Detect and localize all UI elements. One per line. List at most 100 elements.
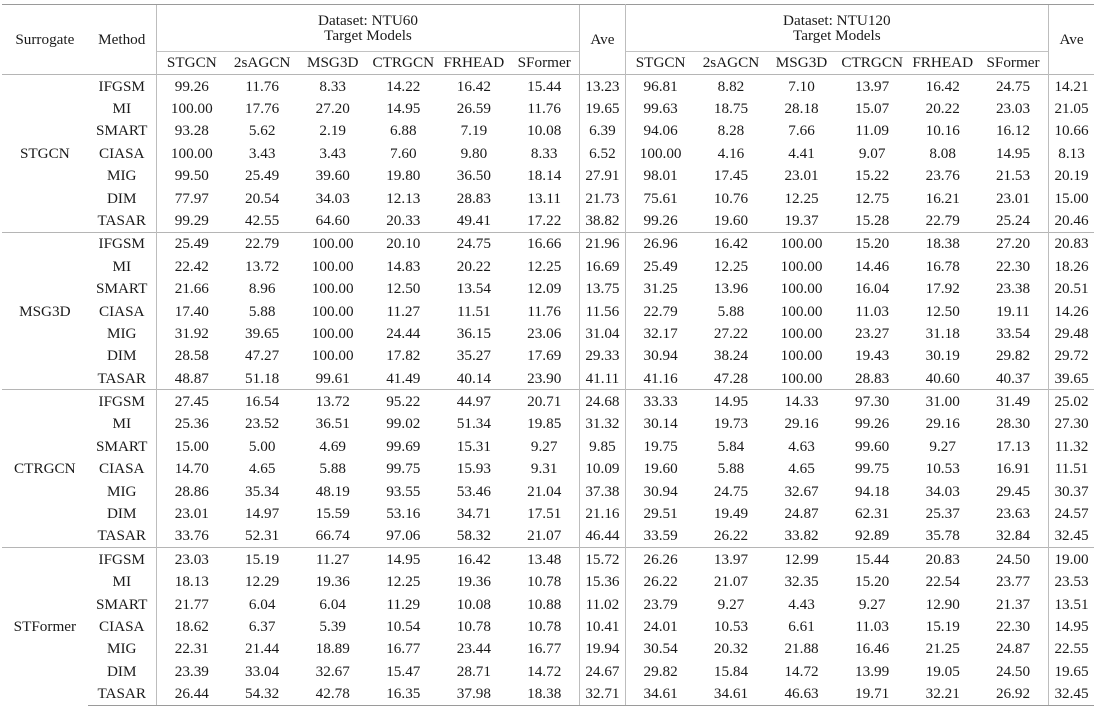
cell-ntu120-stgcn: 26.96 (625, 231, 696, 256)
cell-ntu120-ave: 19.65 (1054, 662, 1089, 680)
cell-ntu120-sformer: 27.20 (977, 231, 1050, 256)
cell-ntu60-msg3d: 5.39 (319, 617, 346, 635)
method-label: MI (112, 257, 132, 275)
cell-ntu60-frhead: 40.14 (456, 369, 491, 387)
method-label: IFGSM (87, 389, 157, 413)
cell-ntu120-2sagcn: 4.16 (717, 144, 745, 162)
cell-ntu60-sformer: 16.66 (509, 231, 580, 256)
cell-ntu120-ave: 29.48 (1054, 324, 1089, 342)
cell-ntu120-stgcn: 33.59 (643, 527, 678, 545)
method-label: CIASA (98, 144, 145, 162)
cell-ntu120-msg3d: 32.67 (784, 482, 819, 500)
cell-ntu60-frhead: 15.93 (456, 460, 491, 478)
cell-ntu60-frhead: 10.08 (456, 595, 491, 613)
cell-ntu60-ctrgcn: 15.47 (386, 662, 421, 680)
cell-ntu60-ave: 19.94 (579, 637, 626, 661)
cell-ntu120-frhead: 16.42 (907, 74, 978, 98)
cell-ntu60-frhead: 34.71 (456, 505, 491, 523)
cell-ntu60-msg3d: 100.00 (311, 257, 354, 275)
header-model-ntu120-4: FRHEAD (907, 51, 978, 75)
cell-ntu60-ave: 10.41 (579, 615, 626, 638)
cell-ntu60-frhead: 53.46 (456, 482, 491, 500)
cell-ntu120-2sagcn: 27.22 (713, 324, 749, 342)
cell-ntu60-msg3d: 32.67 (315, 662, 350, 680)
method-label: DIM (106, 347, 137, 365)
cell-ntu60-msg3d: 100.00 (311, 302, 354, 320)
cell-ntu60-ctrgcn: 20.10 (368, 231, 439, 256)
cell-ntu60-stgcn: 100.00 (155, 142, 227, 165)
cell-ntu120-frhead: 16.21 (925, 189, 960, 207)
cell-ntu60-ave: 9.85 (579, 435, 626, 458)
cell-ntu60-stgcn: 99.26 (155, 74, 227, 98)
cell-ntu60-sformer: 11.76 (527, 302, 561, 320)
header-model-ntu120-0: STGCN (625, 51, 696, 75)
cell-ntu60-msg3d: 36.51 (315, 415, 350, 433)
cell-ntu60-msg3d: 15.59 (315, 505, 350, 523)
cell-ntu120-msg3d: 100.00 (780, 347, 823, 365)
cell-ntu120-2sagcn: 24.75 (713, 482, 749, 500)
cell-ntu60-ctrgcn: 6.88 (390, 122, 417, 140)
table-row: MI 25.36 23.52 36.51 99.02 51.34 19.85 31.32 30.… (2, 412, 1094, 436)
cell-ntu120-2sagcn: 20.32 (713, 640, 749, 658)
cell-ntu120-msg3d: 46.63 (766, 682, 837, 706)
cell-ntu60-stgcn: 28.86 (155, 480, 227, 503)
cell-ntu120-ctrgcn: 16.46 (855, 640, 890, 658)
cell-ntu120-ctrgcn: 15.22 (855, 167, 890, 185)
cell-ntu60-frhead: 28.83 (456, 189, 491, 207)
cell-ntu60-2sagcn: 3.43 (248, 144, 276, 162)
cell-ntu120-ave: 20.51 (1054, 280, 1089, 298)
cell-ntu120-frhead: 35.78 (925, 527, 960, 545)
cell-ntu120-2sagcn: 21.07 (713, 573, 749, 591)
cell-ntu60-stgcn: 31.92 (155, 322, 227, 345)
cell-ntu60-frhead: 24.75 (438, 231, 510, 256)
header-model-ntu120-5: SFormer (977, 51, 1050, 75)
cell-ntu60-ave: 37.38 (579, 480, 626, 503)
cell-ntu120-msg3d: 7.10 (766, 74, 837, 98)
cell-ntu120-ctrgcn: 94.18 (855, 482, 890, 500)
cell-ntu60-ave: 10.09 (579, 457, 626, 481)
cell-ntu60-sformer: 20.71 (509, 389, 580, 413)
cell-ntu120-ave: 20.46 (1054, 211, 1089, 229)
cell-ntu120-stgcn: 30.54 (643, 640, 678, 658)
cell-ntu120-msg3d: 28.18 (784, 99, 819, 117)
cell-ntu120-frhead: 21.25 (925, 640, 960, 658)
cell-ntu120-ave: 30.37 (1054, 482, 1089, 500)
cell-ntu120-stgcn: 30.94 (643, 482, 678, 500)
table-row: MI 100.00 17.76 27.20 14.95 26.59 11.76 19.65 99… (2, 97, 1094, 120)
cell-ntu120-ctrgcn: 9.27 (858, 595, 886, 613)
cell-ntu60-ave: 32.71 (579, 682, 626, 706)
cell-ntu120-2sagcn: 17.45 (713, 167, 749, 185)
cell-ntu60-2sagcn: 5.00 (248, 437, 276, 455)
method-label: MI (112, 99, 132, 117)
cell-ntu60-frhead: 36.15 (456, 324, 491, 342)
cell-ntu60-frhead: 15.31 (456, 437, 491, 455)
cell-ntu60-ctrgcn: 95.22 (368, 389, 439, 413)
cell-ntu120-2sagcn: 8.28 (717, 122, 745, 140)
cell-ntu120-ctrgcn: 97.30 (836, 389, 908, 413)
cell-ntu60-msg3d: 11.27 (297, 547, 368, 571)
cell-ntu120-ctrgcn: 92.89 (855, 527, 890, 545)
table-row: DIM 23.01 14.97 15.59 53.16 34.71 17.51 21.16 29… (2, 502, 1094, 525)
attack-transferability-results-table: Surrogate Method Dataset: NTU60 Target M… (2, 4, 1094, 706)
cell-ntu60-2sagcn: 11.76 (226, 74, 298, 98)
cell-ntu120-sformer: 40.37 (977, 367, 1050, 390)
cell-ntu60-frhead: 20.22 (456, 257, 491, 275)
cell-ntu60-2sagcn: 14.97 (245, 505, 280, 523)
cell-ntu120-sformer: 24.50 (977, 660, 1050, 683)
cell-ntu120-stgcn: 30.94 (643, 347, 678, 365)
table-row: TASAR 33.76 52.31 66.74 97.06 58.32 21.07 46.44… (2, 524, 1094, 548)
cell-ntu60-2sagcn: 35.34 (245, 482, 280, 500)
cell-ntu60-msg3d: 34.03 (315, 189, 350, 207)
cell-ntu120-sformer: 29.82 (977, 344, 1050, 368)
cell-ntu120-frhead: 23.76 (925, 167, 960, 185)
header-group-ntu60: Dataset: NTU60 Target Models (155, 4, 580, 52)
cell-ntu120-ave: 14.21 (1048, 74, 1094, 98)
cell-ntu60-msg3d: 2.19 (319, 122, 346, 140)
cell-ntu60-msg3d: 6.04 (319, 595, 346, 613)
surrogate-label-stformer: STFormer (2, 547, 88, 706)
cell-ntu120-sformer: 22.30 (977, 255, 1050, 278)
cell-ntu120-2sagcn: 19.60 (713, 211, 749, 229)
cell-ntu120-2sagcn: 12.25 (713, 257, 749, 275)
cell-ntu120-ave: 15.00 (1054, 189, 1089, 207)
header-model-ntu60-3: CTRGCN (368, 51, 439, 75)
